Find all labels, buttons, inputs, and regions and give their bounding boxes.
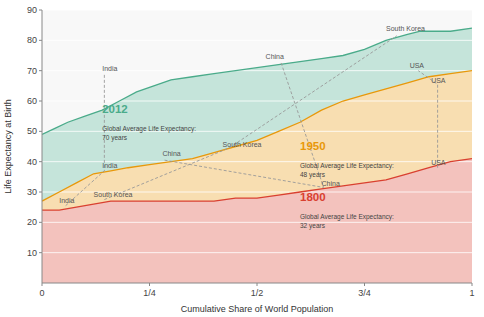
y-axis-label: Life Expectancy at Birth <box>3 99 13 194</box>
connector-line <box>418 71 437 168</box>
annotation-line: China <box>266 53 284 60</box>
annotation-line: China <box>162 150 180 157</box>
x-tick <box>472 283 473 286</box>
x-tick <box>149 283 150 286</box>
annotation-line: India <box>102 162 117 169</box>
annotation-line: China <box>322 180 340 187</box>
area-line <box>42 28 472 134</box>
y-tick <box>39 40 42 41</box>
grid-line <box>42 222 472 223</box>
x-tick-label: 1 <box>469 288 474 298</box>
average-note: Global Average Life Expectancy:48 years <box>300 162 394 179</box>
grid-line <box>42 101 472 102</box>
country-label: India <box>59 197 74 204</box>
annotations: 2012Global Average Life Expectancy:70 ye… <box>59 25 446 230</box>
x-tick <box>42 283 43 286</box>
area-line <box>42 159 472 211</box>
country-label: USA <box>431 77 446 84</box>
areas <box>42 28 472 283</box>
country-label: South Korea <box>223 141 262 148</box>
annotation-line: India <box>59 197 74 204</box>
y-tick <box>39 10 42 11</box>
grid-line <box>42 252 472 253</box>
year-label: 2012 <box>102 103 128 115</box>
country-label: South Korea <box>386 25 425 32</box>
y-tick-label: 20 <box>27 217 37 227</box>
country-label: China <box>266 53 284 60</box>
x-tick-label: 1/4 <box>143 288 156 298</box>
country-label: India <box>102 162 117 169</box>
y-tick <box>39 131 42 132</box>
annotation-line: 48 years <box>300 171 326 179</box>
grid-line <box>42 40 472 41</box>
x-tick-label: 1/2 <box>251 288 264 298</box>
country-label: China <box>162 150 180 157</box>
annotation-line: India <box>102 65 117 72</box>
country-label: USA <box>431 159 446 166</box>
annotation-line: Global Average Life Expectancy: <box>102 125 196 133</box>
y-tick <box>39 222 42 223</box>
annotation-line: South Korea <box>223 141 262 148</box>
connector-line <box>66 74 105 206</box>
plot-background <box>42 10 472 283</box>
chart: 10 20 30 40 50 60 70 80 90 0 1/4 1/2 3/4 1 Cumulative … <box>0 0 484 317</box>
annotation-line: 70 years <box>102 134 128 142</box>
y-tick-label: 90 <box>27 5 37 15</box>
annotation-line: USA <box>431 159 446 166</box>
average-note: Global Average Life Expectancy:32 years <box>300 213 394 230</box>
y-tick <box>39 161 42 162</box>
x-tick <box>257 283 258 286</box>
y-tick-label: 40 <box>27 157 37 167</box>
y-tick-label: 30 <box>27 187 37 197</box>
annotation-line: 2012 <box>102 103 128 115</box>
x-tick-label: 3/4 <box>358 288 371 298</box>
annotation-line: Global Average Life Expectancy: <box>300 162 394 170</box>
y-tick <box>39 192 42 193</box>
annotation-line: 1950 <box>300 140 326 152</box>
y-tick <box>39 101 42 102</box>
year-label: 1950 <box>300 140 326 152</box>
area-fill <box>42 71 472 283</box>
annotation-line: 1800 <box>300 191 326 203</box>
y-tick-label: 50 <box>27 126 37 136</box>
y-tick-label: 70 <box>27 66 37 76</box>
x-tick <box>364 283 365 286</box>
annotation-line: Global Average Life Expectancy: <box>300 213 394 221</box>
x-tick-label: 0 <box>39 288 44 298</box>
annotation-line: 32 years <box>300 222 326 230</box>
average-note: Global Average Life Expectancy:70 years <box>102 125 196 142</box>
x-axis-label: Cumulative Share of World Population <box>181 304 333 314</box>
country-label: USA <box>410 62 425 69</box>
country-label: India <box>102 65 117 72</box>
country-label: South Korea <box>94 191 133 198</box>
y-tick <box>39 70 42 71</box>
y-tick-label: 60 <box>27 96 37 106</box>
annotation-line: South Korea <box>386 25 425 32</box>
area-fill <box>42 28 472 283</box>
area-line <box>42 71 472 201</box>
plot-area <box>42 10 472 283</box>
y-tick-label: 80 <box>27 35 37 45</box>
grid-line <box>42 10 472 11</box>
annotation-line: USA <box>431 77 446 84</box>
annotation-line: USA <box>410 62 425 69</box>
connector-line <box>104 36 396 200</box>
y-tick-label: 10 <box>27 248 37 258</box>
year-label: 1800 <box>300 191 326 203</box>
annotation-line: South Korea <box>94 191 133 198</box>
area-fill <box>42 159 472 283</box>
y-axis-line <box>42 10 43 283</box>
country-label: China <box>322 180 340 187</box>
y-tick <box>39 252 42 253</box>
